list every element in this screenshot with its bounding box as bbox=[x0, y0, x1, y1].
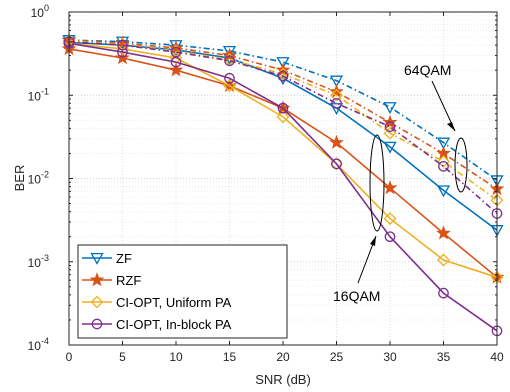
data-point bbox=[330, 157, 343, 171]
legend-marker bbox=[91, 318, 103, 330]
data-point bbox=[383, 141, 397, 154]
y-tick-label: 10-2 bbox=[28, 170, 49, 187]
series-line bbox=[68, 39, 498, 182]
data-point bbox=[222, 47, 237, 62]
legend: ZF RZF CI-OPT, Uniform PA CI-OPT, In-block … bbox=[77, 244, 288, 339]
data-point bbox=[329, 134, 344, 149]
x-tick-label: 0 bbox=[66, 350, 73, 364]
data-point bbox=[438, 160, 449, 172]
x-tick-label: 20 bbox=[276, 350, 290, 364]
x-tick-label: 25 bbox=[330, 350, 344, 364]
annotation-64qam-label: 64QAM bbox=[404, 62, 451, 78]
y-tick-label: 10-4 bbox=[28, 336, 49, 353]
data-point bbox=[437, 155, 450, 168]
data-point bbox=[275, 62, 291, 77]
data-point bbox=[331, 158, 342, 170]
data-point bbox=[383, 102, 397, 114]
data-point bbox=[117, 39, 128, 51]
annotation-64qam: 64QAM bbox=[404, 62, 468, 193]
data-point bbox=[277, 102, 289, 114]
data-point bbox=[384, 121, 396, 132]
y-tick-label: 10-3 bbox=[28, 253, 49, 270]
data-point bbox=[436, 225, 451, 240]
data-point bbox=[438, 287, 449, 299]
series-line bbox=[68, 40, 498, 215]
data-point bbox=[382, 180, 398, 195]
data-point bbox=[168, 62, 184, 77]
x-tick-label: 30 bbox=[383, 350, 397, 364]
annotation-16qam-ellipse bbox=[369, 134, 385, 232]
x-tick-label: 5 bbox=[119, 350, 126, 364]
y-tick-label: 10-1 bbox=[28, 86, 49, 103]
y-tick-labels: 100 10-1 10-2 10-3 10-4 bbox=[28, 3, 49, 353]
data-point bbox=[384, 231, 396, 243]
data-point bbox=[437, 253, 450, 267]
annotation-64qam-arrowhead bbox=[447, 122, 455, 131]
data-point bbox=[383, 212, 397, 226]
x-tick-label: 35 bbox=[437, 350, 451, 364]
annotation-16qam-label: 16QAM bbox=[333, 288, 380, 304]
annotation-64qam-ellipse bbox=[454, 137, 468, 193]
legend-item: RZF bbox=[82, 272, 141, 288]
data-point bbox=[277, 70, 289, 82]
x-tick-labels: 0 5 10 15 20 25 30 35 40 bbox=[66, 350, 504, 364]
series-line bbox=[68, 42, 498, 332]
x-tick-label: 10 bbox=[169, 350, 183, 364]
x-tick-label: 40 bbox=[490, 350, 504, 364]
data-point bbox=[436, 185, 451, 198]
data-point bbox=[331, 97, 342, 109]
data-point bbox=[224, 72, 235, 84]
annotation-16qam: 16QAM bbox=[333, 134, 385, 304]
legend-label: ZF bbox=[116, 251, 132, 266]
data-point bbox=[276, 110, 290, 124]
series-line bbox=[68, 40, 498, 201]
legend-item: ZF bbox=[82, 251, 132, 266]
data-point bbox=[222, 45, 237, 58]
x-tick-label: 15 bbox=[223, 350, 237, 364]
legend-item: CI-OPT, Uniform PA bbox=[82, 295, 232, 310]
legend-marker bbox=[89, 272, 105, 287]
data-point bbox=[276, 57, 290, 69]
x-axis-label: SNR (dB) bbox=[255, 372, 311, 387]
legend-item: CI-OPT, In-block PA bbox=[82, 317, 232, 332]
y-axis-label: BER bbox=[12, 165, 27, 192]
data-point bbox=[330, 88, 343, 102]
data-point bbox=[115, 35, 130, 50]
data-point bbox=[224, 55, 235, 67]
data-point bbox=[170, 46, 182, 58]
legend-marker bbox=[90, 295, 104, 309]
series-line bbox=[68, 42, 498, 279]
data-point bbox=[329, 75, 344, 88]
legend-label: CI-OPT, Uniform PA bbox=[116, 295, 232, 310]
legend-box bbox=[77, 244, 288, 339]
data-point bbox=[169, 51, 183, 65]
data-point bbox=[436, 137, 451, 150]
annotation-16qam-arrowhead bbox=[370, 236, 376, 246]
data-point bbox=[329, 103, 344, 115]
legend-label: RZF bbox=[116, 273, 141, 288]
legend-label: CI-OPT, In-block PA bbox=[116, 317, 232, 332]
data-point bbox=[276, 67, 290, 81]
data-point bbox=[383, 126, 397, 140]
data-point bbox=[223, 79, 236, 93]
legend-marker bbox=[90, 252, 104, 265]
ticks bbox=[68, 12, 498, 346]
y-tick-label: 100 bbox=[31, 3, 49, 20]
series-16qam-diamond bbox=[62, 36, 504, 284]
